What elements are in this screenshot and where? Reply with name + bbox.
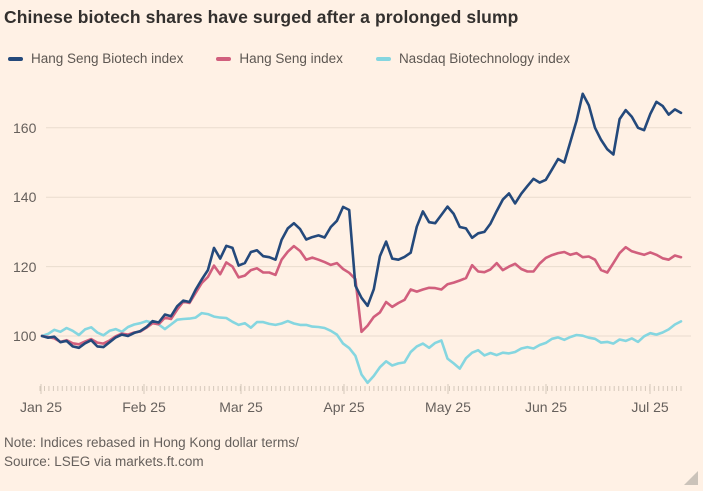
x-axis-label-4: May 25 xyxy=(425,399,471,415)
x-axis-label-5: Jun 25 xyxy=(524,399,568,415)
legend-swatch-navy xyxy=(8,56,23,61)
x-axis-label-6: Jul 25 xyxy=(631,399,669,415)
y-axis-label-160: 160 xyxy=(13,119,37,136)
x-axis-label-3: Apr 25 xyxy=(323,399,365,415)
x-axis-label-0: Jan 25 xyxy=(19,399,63,415)
series-line-hang-seng-biotech-index xyxy=(40,92,683,350)
y-axis-label-140: 140 xyxy=(13,189,37,206)
series-line-nasdaq-biotechnology-index xyxy=(40,311,683,385)
x-axis-label-2: Mar 25 xyxy=(219,399,263,415)
legend: Hang Seng Biotech index Hang Seng index … xyxy=(8,51,570,66)
footnote: Note: Indices rebased in Hong Kong dolla… xyxy=(4,433,299,471)
legend-label: Nasdaq Biotechnology index xyxy=(398,51,571,66)
legend-item-nasdaq-biotech: Nasdaq Biotechnology index xyxy=(375,51,571,66)
source-text: Source: LSEG via markets.ft.com xyxy=(4,454,204,469)
y-axis-label-100: 100 xyxy=(13,328,37,344)
x-axis-label-1: Feb 25 xyxy=(122,399,166,415)
legend-label: Hang Seng index xyxy=(239,51,343,66)
note-text: Note: Indices rebased in Hong Kong dolla… xyxy=(4,435,299,450)
legend-swatch-cyan xyxy=(375,56,391,61)
legend-item-hang-seng-biotech: Hang Seng Biotech index xyxy=(8,51,183,66)
legend-swatch-pink xyxy=(216,56,232,61)
legend-item-hang-seng: Hang Seng index xyxy=(216,51,343,66)
legend-label: Hang Seng Biotech index xyxy=(31,51,184,66)
y-axis-label-120: 120 xyxy=(13,258,37,275)
chart-title: Chinese biotech shares have surged after… xyxy=(4,7,519,27)
resize-handle-icon[interactable] xyxy=(684,471,698,485)
